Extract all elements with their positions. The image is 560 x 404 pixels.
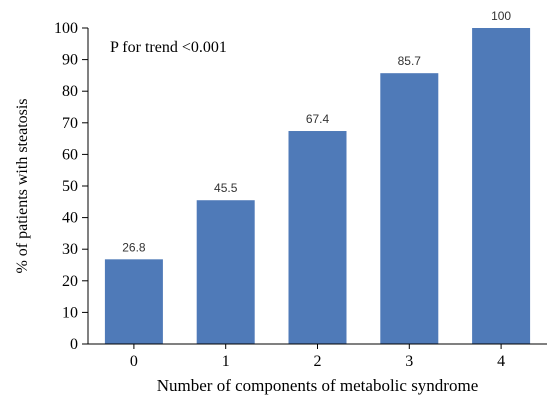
y-tick-label-80: 80	[62, 83, 78, 100]
bar-1	[196, 200, 255, 344]
x-tick-label-2: 2	[314, 353, 322, 370]
bar-0	[104, 259, 163, 344]
y-tick-label-30: 30	[62, 241, 78, 258]
x-tick-label-1: 1	[222, 353, 230, 370]
y-tick-label-60: 60	[62, 146, 78, 163]
bars-layer	[104, 28, 531, 345]
trend-annotation: P for trend <0.001	[110, 39, 227, 56]
y-tick-label-0: 0	[70, 336, 78, 353]
x-tick-label-0: 0	[130, 353, 138, 370]
data-label-4: 100	[491, 9, 511, 23]
axes-layer	[82, 27, 547, 349]
bar-3	[380, 73, 439, 345]
data-label-3: 85.7	[398, 54, 422, 68]
y-tick-label-90: 90	[62, 52, 78, 69]
y-axis-label: % of patients with steatosis	[14, 98, 31, 273]
y-tick-label-50: 50	[62, 178, 78, 195]
x-tick-label-3: 3	[405, 353, 413, 370]
y-tick-label-40: 40	[62, 210, 78, 227]
bar-4	[472, 28, 531, 344]
bar-2	[288, 131, 347, 344]
data-label-0: 26.8	[122, 240, 146, 254]
data-label-1: 45.5	[214, 181, 238, 195]
y-tick-label-100: 100	[54, 20, 78, 37]
y-tick-label-10: 10	[62, 304, 78, 321]
y-tick-label-70: 70	[62, 115, 78, 132]
data-label-2: 67.4	[306, 112, 330, 126]
x-axis-label: Number of components of metabolic syndro…	[157, 376, 479, 395]
y-tick-label-20: 20	[62, 273, 78, 290]
labels-layer: 26.8045.5167.4285.7310040102030405060708…	[54, 9, 511, 370]
x-tick-label-4: 4	[497, 353, 505, 370]
